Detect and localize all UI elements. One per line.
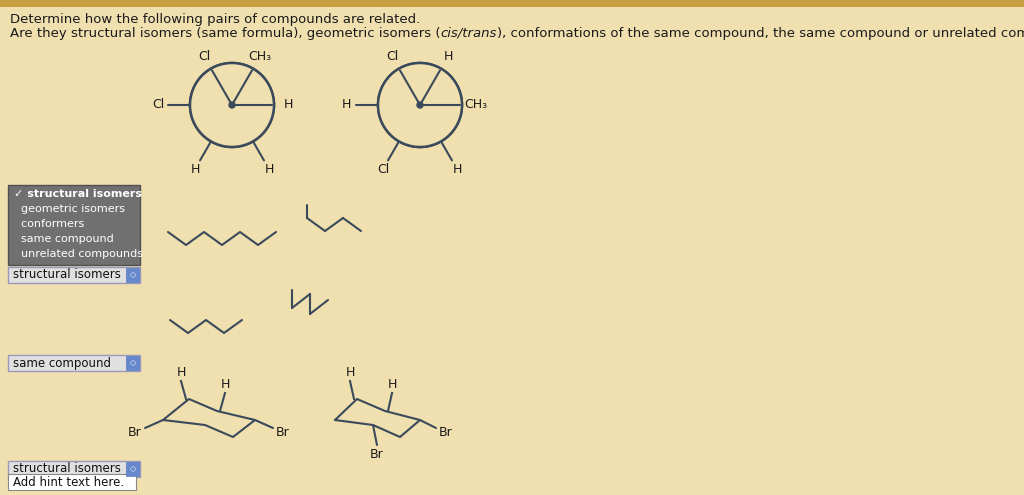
Text: ◇: ◇ [130,270,136,280]
Text: Are they structural isomers (same formula), geometric isomers (: Are they structural isomers (same formul… [10,27,440,40]
Text: Cl: Cl [152,99,164,111]
Text: H: H [264,162,273,176]
Text: structural isomers: structural isomers [13,268,121,282]
Text: Br: Br [276,426,290,439]
Text: Cl: Cl [198,50,210,63]
Text: H: H [284,99,293,111]
Text: ), conformations of the same compound, the same compound or unrelated compounds?: ), conformations of the same compound, t… [497,27,1024,40]
FancyBboxPatch shape [8,474,136,490]
Text: ◇: ◇ [130,464,136,474]
Text: CH₃: CH₃ [465,99,487,111]
Text: H: H [345,366,354,380]
Text: unrelated compounds: unrelated compounds [14,249,143,259]
FancyBboxPatch shape [8,355,140,371]
Text: Determine how the following pairs of compounds are related.: Determine how the following pairs of com… [10,13,420,26]
Text: H: H [220,379,229,392]
Text: Br: Br [128,426,142,439]
Text: H: H [190,162,200,176]
FancyBboxPatch shape [8,185,140,265]
Ellipse shape [378,63,462,147]
Ellipse shape [190,63,274,147]
Ellipse shape [190,63,274,147]
FancyBboxPatch shape [126,268,139,282]
Text: H: H [341,99,350,111]
Ellipse shape [417,102,423,108]
Text: Add hint text here.: Add hint text here. [13,476,124,489]
FancyBboxPatch shape [126,356,139,370]
Text: structural isomers: structural isomers [13,462,121,476]
Text: H: H [176,366,185,380]
Text: Br: Br [370,448,384,461]
FancyBboxPatch shape [8,267,140,283]
Text: Br: Br [439,426,453,439]
Text: geometric isomers: geometric isomers [14,204,125,214]
Ellipse shape [229,102,234,108]
Text: cis/trans: cis/trans [440,27,497,40]
Text: same compound: same compound [13,356,111,369]
Text: ◇: ◇ [130,358,136,367]
Text: H: H [453,162,462,176]
FancyBboxPatch shape [8,461,140,477]
FancyBboxPatch shape [126,462,139,476]
Text: Cl: Cl [386,50,398,63]
Ellipse shape [378,63,462,147]
Text: Cl: Cl [377,162,389,176]
Text: CH₃: CH₃ [249,50,271,63]
Text: same compound: same compound [14,234,114,244]
Text: H: H [387,379,396,392]
Text: conformers: conformers [14,219,84,229]
Text: ✓ structural isomers: ✓ structural isomers [14,189,142,199]
Text: H: H [443,50,453,63]
